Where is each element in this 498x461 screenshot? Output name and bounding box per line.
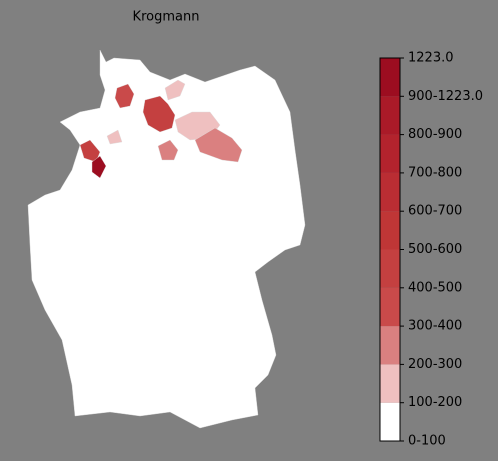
colorbar-segment	[380, 402, 400, 441]
colorbar-label: 200-300	[408, 357, 462, 372]
colorbar-segment	[380, 96, 400, 135]
map-title: Krogmann	[133, 10, 200, 25]
colorbar-label: 600-700	[408, 204, 462, 219]
region	[91, 155, 107, 179]
colorbar-label: 400-500	[408, 280, 462, 295]
colorbar-segment	[380, 211, 400, 250]
colorbar-label: 0-100	[408, 434, 446, 449]
region	[106, 129, 123, 145]
region	[79, 139, 101, 163]
colorbar-label: 1223.0	[408, 51, 454, 66]
colorbar-segment	[380, 364, 400, 403]
colorbar-label: 900-1223.0	[408, 89, 483, 104]
colorbar-frame	[379, 57, 401, 442]
colorbar: 0-100 100-200 200-300 300-400 400-500 500-600…	[380, 51, 483, 449]
region	[142, 95, 176, 133]
colorbar-label: 700-800	[408, 165, 462, 180]
germany-map	[27, 49, 306, 429]
colorbar-segment	[380, 134, 400, 173]
colorbar-segment	[380, 326, 400, 365]
colorbar-label: 500-600	[408, 242, 462, 257]
colorbar-segment	[380, 249, 400, 288]
colorbar-segment	[380, 58, 400, 97]
colorbar-segment	[380, 172, 400, 212]
colorbar-label: 300-400	[408, 319, 462, 334]
region	[164, 79, 186, 101]
region	[157, 139, 179, 161]
colorbar-segment	[380, 287, 400, 327]
colorbar-label: 800-900	[408, 127, 462, 142]
region	[194, 127, 243, 163]
colorbar-label: 100-200	[408, 395, 462, 410]
region	[114, 83, 135, 109]
